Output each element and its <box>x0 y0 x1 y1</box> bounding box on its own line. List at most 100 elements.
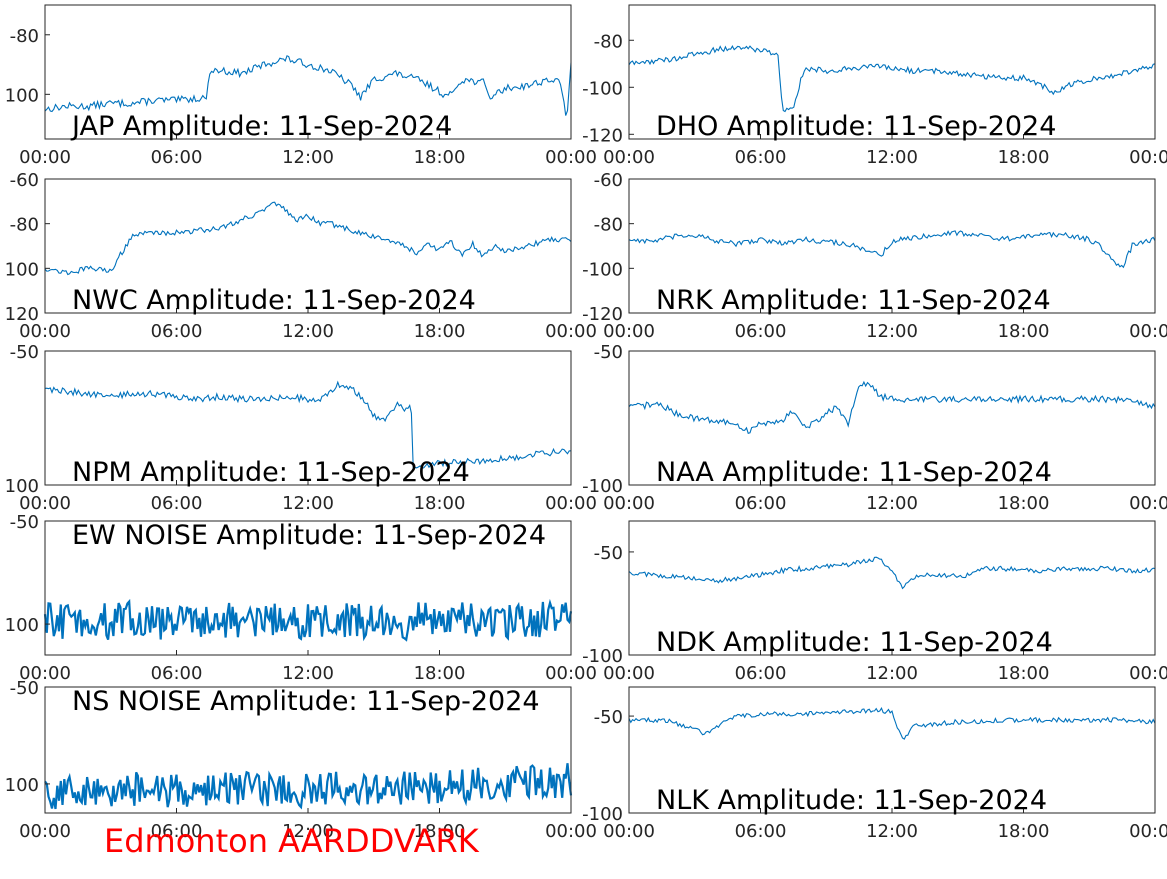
x-tick-label: 18:00 <box>998 147 1050 168</box>
y-tick-label: -100 <box>582 476 623 497</box>
x-tick-label: 00:00 <box>545 821 597 842</box>
x-tick-label: 06:00 <box>735 821 787 842</box>
x-tick-label: 18:00 <box>998 821 1050 842</box>
series-line <box>628 380 1156 434</box>
x-tick-label: 12:00 <box>866 147 918 168</box>
chart-title: NDK Amplitude: 11-Sep-2024 <box>656 627 1053 658</box>
x-tick-label: 18:00 <box>998 321 1050 342</box>
chart-title: NLK Amplitude: 11-Sep-2024 <box>656 785 1047 816</box>
x-tick-label: 18:00 <box>998 493 1050 514</box>
x-tick-label: 06:00 <box>735 321 787 342</box>
y-tick-label: -50 <box>594 543 623 564</box>
y-tick-label: 100 <box>5 775 39 796</box>
chart-panel-9: -50 100 00:00 06:00 12:00 18:00 00:00 NS NOISE … <box>5 678 597 842</box>
x-tick-label: 00:00 <box>603 147 655 168</box>
x-tick-label: 00:00 <box>603 321 655 342</box>
chart-title: NRK Amplitude: 11-Sep-2024 <box>656 285 1051 316</box>
series-line <box>44 763 573 810</box>
x-tick-label: 12:00 <box>866 493 918 514</box>
x-tick-label: 06:00 <box>735 493 787 514</box>
x-tick-label: 00:00 <box>603 821 655 842</box>
x-tick-label: 06:00 <box>735 663 787 684</box>
chart-panel-7: -50 100 00:00 06:00 12:00 18:00 00:00 EW NOISE … <box>5 512 597 684</box>
footer-label: Edmonton AARDDVARK <box>104 822 479 860</box>
chart-panel-2: -80-100-12000:0006:0012:0018:0000:00DHO … <box>582 4 1167 168</box>
x-tick-label: 12:00 <box>866 321 918 342</box>
y-tick-label: 100 <box>5 85 39 106</box>
x-tick-label: 12:00 <box>282 821 334 842</box>
x-tick-label: 00:00 <box>1129 663 1167 684</box>
x-tick-label: 18:00 <box>414 663 466 684</box>
x-tick-label: 18:00 <box>414 147 466 168</box>
x-tick-label: 06:00 <box>151 147 203 168</box>
chart-title: NPM Amplitude: 11-Sep-2024 <box>72 457 470 488</box>
x-tick-label: 18:00 <box>414 493 466 514</box>
x-tick-label: 00:00 <box>1129 493 1167 514</box>
x-tick-label: 18:00 <box>998 663 1050 684</box>
x-tick-label: 18:00 <box>414 821 466 842</box>
y-tick-label: -100 <box>582 78 623 99</box>
x-tick-label: 12:00 <box>866 821 918 842</box>
series-line <box>628 706 1156 740</box>
chart-panel-1: -80 100 00:00 06:00 12:00 18:00 00:00 JAP Ampli… <box>5 4 597 168</box>
x-tick-label: 00:00 <box>19 663 71 684</box>
x-tick-label: 06:00 <box>151 821 203 842</box>
x-tick-label: 12:00 <box>282 663 334 684</box>
y-tick-label: -50 <box>594 342 623 363</box>
x-tick-label: 12:00 <box>282 147 334 168</box>
y-tick-label: -80 <box>594 31 623 52</box>
x-tick-label: 06:00 <box>151 663 203 684</box>
y-tick-label: 100 <box>5 615 39 636</box>
x-tick-label: 00:00 <box>19 147 71 168</box>
y-tick-label: -50 <box>10 512 39 533</box>
chart-title: NAA Amplitude: 11-Sep-2024 <box>656 457 1052 488</box>
x-tick-label: 00:00 <box>545 493 597 514</box>
y-tick-label: -80 <box>594 215 623 236</box>
y-tick-label: -100 <box>582 804 623 825</box>
x-tick-label: 00:00 <box>603 663 655 684</box>
y-tick-label: -120 <box>582 304 623 325</box>
chart-title: NS NOISE Amplitude: 11-Sep-2024 <box>72 686 540 717</box>
series-line <box>628 556 1156 590</box>
series-line <box>43 598 573 642</box>
x-tick-label: 00:00 <box>1129 321 1167 342</box>
y-tick-label: 100 <box>5 476 39 497</box>
chart-title: JAP Amplitude: 11-Sep-2024 <box>70 111 452 142</box>
x-tick-label: 12:00 <box>866 663 918 684</box>
chart-title: EW NOISE Amplitude: 11-Sep-2024 <box>72 520 546 551</box>
y-tick-label: -60 <box>10 170 39 191</box>
chart-title: NWC Amplitude: 11-Sep-2024 <box>72 285 476 316</box>
series-line <box>44 201 572 276</box>
chart-title: DHO Amplitude: 11-Sep-2024 <box>656 111 1056 142</box>
x-tick-label: 06:00 <box>151 493 203 514</box>
x-tick-label: 00:00 <box>1129 147 1167 168</box>
y-tick-label: -80 <box>10 26 39 47</box>
x-tick-label: 06:00 <box>735 147 787 168</box>
y-tick-label: -120 <box>582 125 623 146</box>
x-tick-label: 12:00 <box>282 493 334 514</box>
series-line <box>628 45 1156 113</box>
y-tick-label: -50 <box>10 678 39 699</box>
x-tick-label: 00:00 <box>545 147 597 168</box>
y-tick-label: -50 <box>594 707 623 728</box>
series-line <box>44 380 572 469</box>
x-tick-label: 06:00 <box>151 321 203 342</box>
x-tick-label: 00:00 <box>1129 821 1167 842</box>
y-tick-label: -50 <box>10 342 39 363</box>
y-tick-label: -80 <box>10 215 39 236</box>
chart-panel-4: -60-80-100-12000:0006:0012:0018:0000:00N… <box>582 170 1167 342</box>
y-tick-label: -100 <box>582 646 623 667</box>
x-tick-label: 00:00 <box>19 321 71 342</box>
y-tick-label: 100 <box>5 259 39 280</box>
x-tick-label: 00:00 <box>545 663 597 684</box>
x-tick-label: 00:00 <box>19 493 71 514</box>
series-line <box>44 55 572 116</box>
x-tick-label: 00:00 <box>603 493 655 514</box>
x-tick-label: 18:00 <box>414 321 466 342</box>
